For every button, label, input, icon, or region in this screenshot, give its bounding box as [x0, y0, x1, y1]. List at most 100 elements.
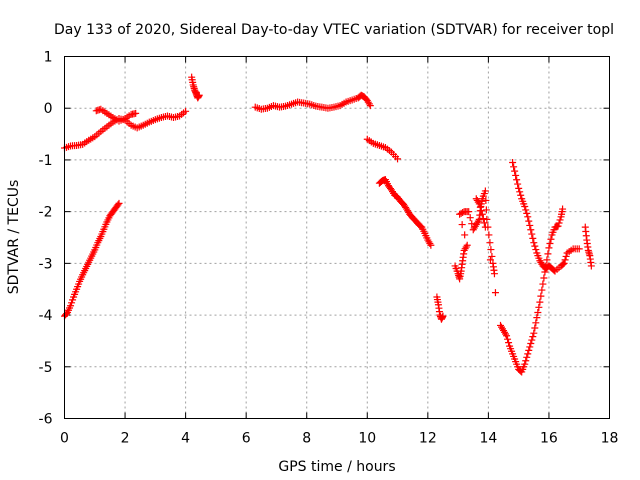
data-point-marker: [479, 215, 487, 223]
data-point-marker: [555, 219, 563, 227]
data-point-marker: [534, 308, 542, 316]
data-point-marker: [114, 201, 122, 209]
data-point-marker: [394, 155, 402, 163]
y-axis-tick-labels: 1 0 -1 -2 -3 -4 -5 -6: [39, 50, 53, 428]
data-point-marker: [528, 230, 536, 238]
data-point-marker: [465, 208, 473, 216]
data-point-marker: [486, 239, 494, 247]
data-point-marker: [532, 319, 540, 327]
y-tick-label: -2: [39, 205, 53, 221]
chart-title: Day 133 of 2020, Sidereal Day-to-day VTE…: [54, 22, 614, 38]
series-peak-15h: [509, 159, 583, 275]
data-point-marker: [195, 91, 203, 99]
y-tick-label: -4: [39, 308, 53, 324]
data-point-marker: [468, 220, 476, 228]
x-tick-label: 12: [419, 431, 437, 447]
data-point-marker: [526, 221, 534, 229]
data-point-marker: [481, 223, 489, 231]
data-point-marker: [559, 260, 567, 268]
series-midday: [251, 91, 374, 113]
data-point-marker: [532, 246, 540, 254]
data-point-marker: [526, 343, 534, 351]
x-tick-label: 14: [479, 431, 497, 447]
data-point-marker: [480, 219, 488, 227]
data-point-marker: [539, 280, 547, 288]
data-point-marker: [456, 210, 464, 218]
data-point-marker: [561, 256, 569, 264]
data-point-marker: [527, 226, 535, 234]
y-tick-label: 1: [44, 50, 53, 66]
data-point-marker: [486, 256, 494, 264]
data-point-marker: [485, 231, 493, 239]
x-tick-label: 18: [601, 431, 619, 447]
data-point-marker: [115, 199, 123, 207]
series-upper-morning: [61, 107, 190, 152]
data-point-marker: [543, 256, 551, 264]
data-point-marker: [523, 209, 531, 217]
data-point-marker: [459, 209, 467, 217]
series-dip-14-15h: [472, 195, 567, 376]
data-point-marker: [474, 198, 482, 206]
data-point-marker: [474, 217, 482, 225]
data-points: [61, 73, 595, 376]
data-point-marker: [427, 241, 435, 249]
data-point-marker: [478, 210, 486, 218]
series-rising-morning: [61, 199, 123, 320]
data-point-marker: [559, 205, 567, 213]
data-point-marker: [530, 239, 538, 247]
plot-frame: [64, 56, 610, 419]
data-point-marker: [524, 350, 532, 358]
y-tick-label: -5: [39, 360, 53, 376]
data-point-marker: [515, 184, 523, 192]
data-point-marker: [524, 213, 532, 221]
series-spike-4h: [188, 73, 203, 102]
y-axis-label: SDTVAR / TECUs: [6, 180, 22, 295]
data-point-marker: [503, 332, 511, 340]
data-point-marker: [426, 240, 434, 248]
data-point-marker: [504, 335, 512, 343]
data-point-marker: [540, 274, 548, 282]
data-point-marker: [475, 200, 483, 208]
data-point-marker: [575, 245, 583, 253]
x-tick-label: 6: [242, 431, 251, 447]
data-point-marker: [487, 246, 495, 254]
data-point-marker: [525, 217, 533, 225]
data-point-marker: [537, 292, 545, 300]
data-point-marker: [481, 187, 489, 195]
data-point-marker: [538, 286, 546, 294]
data-point-marker: [132, 109, 140, 117]
x-axis-label: GPS time / hours: [278, 459, 395, 475]
data-point-marker: [545, 244, 553, 252]
series-end-17h: [581, 223, 595, 270]
data-point-marker: [547, 235, 555, 243]
data-point-marker: [505, 339, 513, 347]
data-point-marker: [531, 324, 539, 332]
series-late-12h: [433, 293, 447, 323]
data-point-marker: [510, 163, 518, 171]
data-point-marker: [366, 102, 374, 110]
data-point-marker: [587, 262, 595, 270]
data-point-marker: [509, 159, 517, 167]
data-point-marker: [531, 242, 539, 250]
data-point-marker: [522, 206, 530, 214]
data-point-marker: [556, 216, 564, 224]
y-tick-label: -6: [39, 412, 53, 428]
data-point-marker: [491, 289, 499, 297]
data-point-marker: [529, 234, 537, 242]
data-point-marker: [550, 266, 558, 274]
data-point-marker: [457, 209, 465, 217]
x-tick-label: 2: [121, 431, 130, 447]
data-point-marker: [536, 298, 544, 306]
data-point-marker: [490, 270, 498, 278]
x-tick-label: 8: [302, 431, 311, 447]
data-point-marker: [521, 360, 529, 368]
y-tick-label: 0: [44, 101, 53, 117]
data-point-marker: [488, 252, 496, 260]
data-point-marker: [523, 353, 531, 361]
x-tick-label: 4: [181, 431, 190, 447]
data-point-marker: [528, 336, 536, 344]
data-point-marker: [521, 202, 529, 210]
data-point-marker: [544, 250, 552, 258]
data-point-marker: [517, 191, 525, 199]
